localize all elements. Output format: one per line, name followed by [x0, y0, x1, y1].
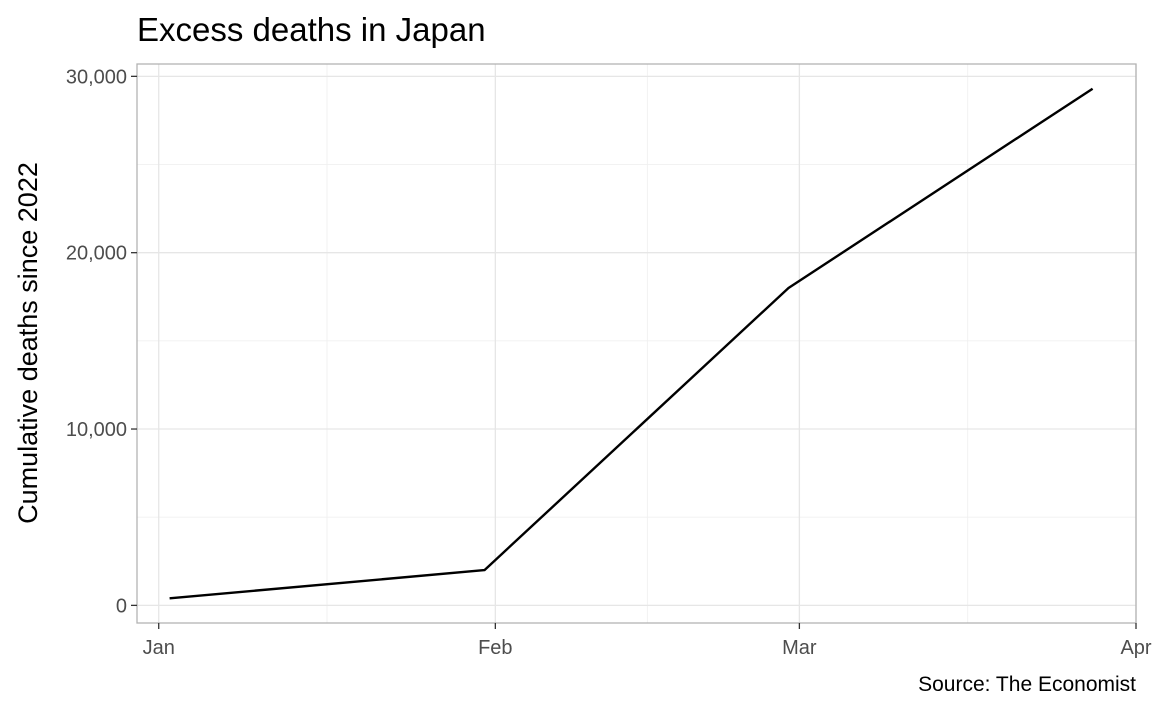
series-line: [169, 87, 1094, 600]
major-gridlines: [137, 64, 1137, 623]
y-tick-label: 0: [116, 595, 127, 617]
x-axis-ticks: Jan Feb Mar Apr: [143, 623, 1152, 659]
y-tick-label: 10,000: [66, 419, 127, 441]
y-axis-label: Cumulative deaths since 2022: [13, 162, 43, 524]
y-axis-ticks: 0 10,000 20,000 30,000: [66, 66, 137, 617]
y-tick-label: 30,000: [66, 66, 127, 88]
x-tick-label: Feb: [478, 637, 512, 659]
x-tick-label: Jan: [143, 637, 175, 659]
plot-panel-border: [136, 63, 1137, 624]
y-tick-label: 20,000: [66, 243, 127, 265]
minor-gridlines: [137, 64, 1136, 623]
chart-title: Excess deaths in Japan: [137, 11, 486, 48]
chart-caption: Source: The Economist: [918, 673, 1136, 696]
x-tick-label: Apr: [1120, 637, 1151, 659]
x-tick-label: Mar: [782, 637, 817, 659]
